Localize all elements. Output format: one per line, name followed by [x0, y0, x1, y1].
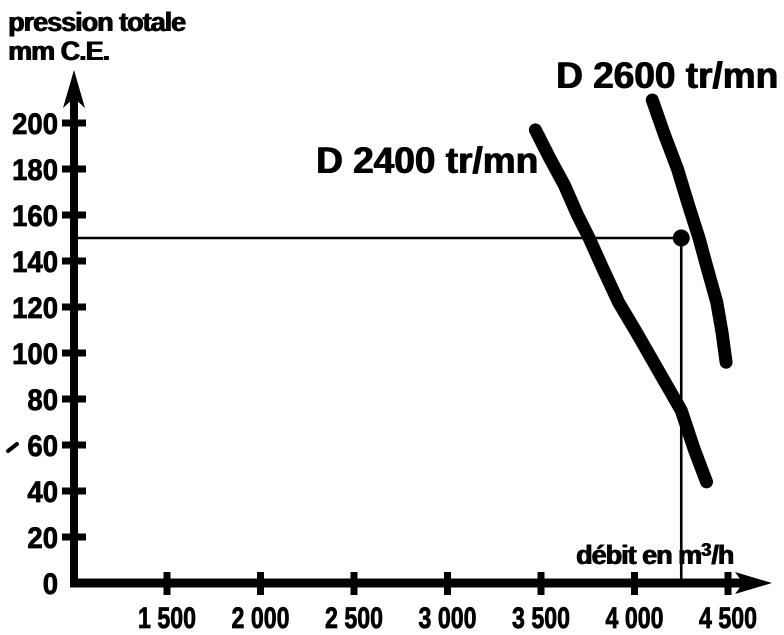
- y-tick-label-160: 160: [12, 200, 58, 233]
- x-tick-label-2000: 2 000: [232, 602, 290, 635]
- x-tick-label-3000: 3 000: [419, 602, 477, 635]
- stray-ink-mark: [6, 442, 19, 453]
- x-axis-title-sup: 3: [701, 539, 712, 560]
- y-tick-label-200: 200: [12, 108, 58, 141]
- curve-label-2400: D 2400 tr/mn: [316, 140, 539, 181]
- y-tick-label-60: 60: [27, 430, 58, 463]
- y-axis-title-line2: mm C.E.: [8, 36, 110, 66]
- x-tick-label-2500: 2 500: [325, 602, 383, 635]
- y-tick-label-120: 120: [12, 292, 58, 325]
- y-tick-label-180: 180: [12, 154, 58, 187]
- curve-d-2400-tr-mn: [528, 123, 713, 489]
- y-tick-label-0: 0: [43, 568, 58, 601]
- x-axis-title-text: débit en m: [576, 540, 702, 570]
- y-tick-label-80: 80: [27, 384, 58, 417]
- x-tick-label-4500: 4 500: [699, 602, 757, 635]
- x-tick-label-3500: 3 500: [512, 602, 570, 635]
- x-axis-arrow-icon: [735, 572, 772, 594]
- operating-point-dot: [672, 229, 690, 247]
- x-axis-title-unit: /h: [711, 540, 734, 570]
- y-tick-label-20: 20: [27, 522, 58, 555]
- x-axis-title: débit en m3/h: [576, 539, 734, 571]
- curve-d-2600-tr-mn: [645, 93, 733, 369]
- y-axis-arrow-icon: [63, 70, 85, 108]
- y-axis-title-line1: pression totale: [8, 7, 186, 37]
- x-tick-label-4000: 4 000: [606, 602, 664, 635]
- y-tick-label-100: 100: [12, 338, 58, 371]
- y-tick-label-140: 140: [12, 246, 58, 279]
- y-tick-label-40: 40: [27, 476, 58, 509]
- curve-label-2600: D 2600 tr/mn: [556, 55, 779, 96]
- x-tick-label-1500: 1 500: [138, 602, 196, 635]
